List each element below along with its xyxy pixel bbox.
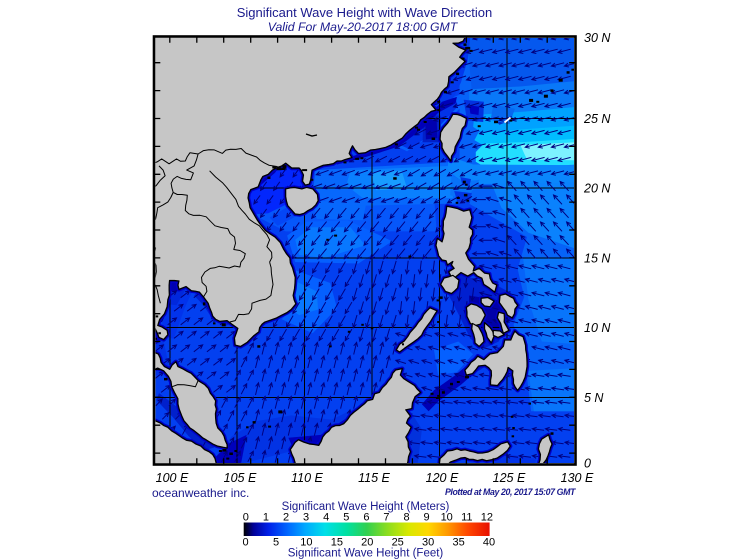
svg-text:11: 11	[461, 512, 472, 524]
svg-text:20 N: 20 N	[583, 182, 611, 196]
svg-text:130 E: 130 E	[561, 471, 594, 485]
svg-text:115 E: 115 E	[358, 471, 390, 485]
svg-text:5: 5	[273, 537, 279, 549]
svg-text:Significant Wave Height (Meter: Significant Wave Height (Meters)	[282, 501, 450, 513]
svg-text:10: 10	[300, 537, 312, 549]
svg-text:10: 10	[441, 512, 453, 524]
svg-text:Significant Wave Height (Feet): Significant Wave Height (Feet)	[288, 548, 444, 560]
svg-text:100 E: 100 E	[156, 471, 189, 485]
svg-text:0: 0	[243, 537, 249, 549]
svg-text:12: 12	[481, 512, 493, 524]
svg-text:4: 4	[323, 512, 329, 524]
svg-text:25: 25	[392, 537, 404, 549]
svg-text:25 N: 25 N	[583, 112, 611, 126]
svg-text:30: 30	[422, 537, 434, 549]
svg-text:7: 7	[383, 512, 389, 524]
svg-text:0: 0	[584, 457, 591, 471]
svg-text:9: 9	[424, 512, 430, 524]
svg-text:15 N: 15 N	[584, 251, 611, 265]
svg-text:oceanweather inc.: oceanweather inc.	[152, 486, 249, 500]
svg-text:105 E: 105 E	[224, 471, 257, 485]
svg-text:1: 1	[263, 512, 269, 524]
svg-text:110 E: 110 E	[291, 471, 323, 485]
svg-text:0: 0	[243, 512, 249, 524]
svg-text:Significant Wave Height with W: Significant Wave Height with Wave Direct…	[237, 5, 493, 20]
svg-text:120 E: 120 E	[426, 471, 459, 485]
svg-text:Plotted at May 20, 2017 15:07: Plotted at May 20, 2017 15:07 GMT	[445, 487, 576, 497]
svg-text:2: 2	[283, 512, 289, 524]
svg-text:6: 6	[363, 512, 369, 524]
svg-text:125 E: 125 E	[493, 471, 526, 485]
svg-text:5: 5	[343, 512, 349, 524]
svg-text:15: 15	[331, 537, 343, 549]
svg-text:20: 20	[361, 537, 373, 549]
svg-text:3: 3	[303, 512, 309, 524]
svg-text:40: 40	[483, 537, 495, 549]
svg-text:10 N: 10 N	[584, 321, 611, 335]
svg-text:35: 35	[452, 537, 464, 549]
svg-text:8: 8	[403, 512, 409, 524]
svg-text:30 N: 30 N	[584, 31, 611, 45]
svg-text:5 N: 5 N	[584, 391, 604, 405]
svg-text:Valid For May-20-2017 18:00 GM: Valid For May-20-2017 18:00 GMT	[268, 20, 459, 34]
